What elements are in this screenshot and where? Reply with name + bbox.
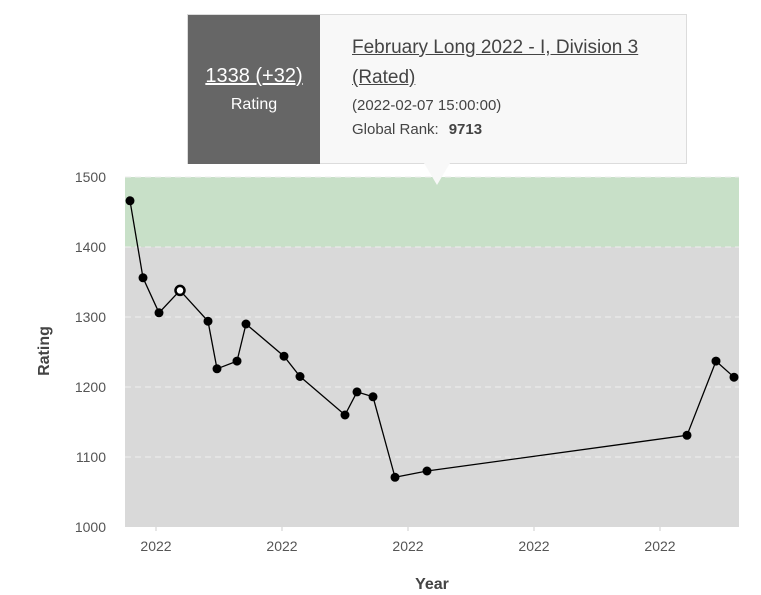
y-tick-label: 1300: [75, 309, 106, 325]
y-axis-title: Rating: [36, 326, 53, 376]
y-tick-label: 1400: [75, 239, 106, 255]
x-tick-label: 2022: [266, 538, 297, 554]
x-tick-label: 2022: [392, 538, 423, 554]
data-point: [241, 319, 251, 329]
data-point-selected: [174, 284, 186, 297]
x-tick-label: 2022: [644, 538, 675, 554]
data-point: [390, 472, 400, 482]
y-tick-label: 1100: [76, 449, 106, 465]
data-point: [682, 430, 692, 440]
data-point: [203, 316, 213, 326]
contest-tooltip: 1338 (+32) Rating February Long 2022 - I…: [187, 14, 687, 164]
data-point: [232, 356, 242, 366]
data-point: [729, 372, 739, 382]
tooltip-global-rank: Global Rank: 9713: [352, 121, 672, 138]
data-point: [138, 273, 148, 283]
data-point: [279, 351, 289, 361]
tooltip-details: February Long 2022 - I, Division 3 (Rate…: [352, 33, 672, 138]
data-point: [711, 356, 721, 366]
data-point: [368, 392, 378, 402]
tooltip-rating-label: Rating: [230, 96, 278, 113]
tooltip-rank-label: Global Rank:: [352, 121, 439, 138]
data-point: [422, 466, 432, 476]
x-tick-label: 2022: [140, 538, 171, 554]
tooltip-rank-value: 9713: [448, 121, 483, 138]
data-point: [340, 410, 350, 420]
tooltip-rating-panel: 1338 (+32) Rating: [188, 15, 320, 164]
x-axis-title: Year: [415, 576, 449, 593]
data-point: [125, 196, 135, 206]
rating-band-highlight: [125, 177, 739, 247]
data-point: [352, 387, 362, 397]
y-tick-label: 1200: [75, 379, 106, 395]
tooltip-datetime: (2022-02-07 15:00:00): [352, 97, 502, 114]
data-point: [154, 308, 164, 318]
y-tick-label: 1500: [75, 169, 106, 185]
data-point: [295, 372, 305, 381]
tooltip-rating-value[interactable]: 1338 (+32): [205, 65, 303, 87]
x-tick-label: 2022: [518, 538, 549, 554]
tooltip-contest-link[interactable]: February Long 2022 - I, Division 3 (Rate…: [352, 37, 639, 88]
tooltip-pointer: [424, 163, 450, 185]
data-point: [212, 364, 222, 374]
y-tick-label: 1000: [75, 519, 106, 535]
